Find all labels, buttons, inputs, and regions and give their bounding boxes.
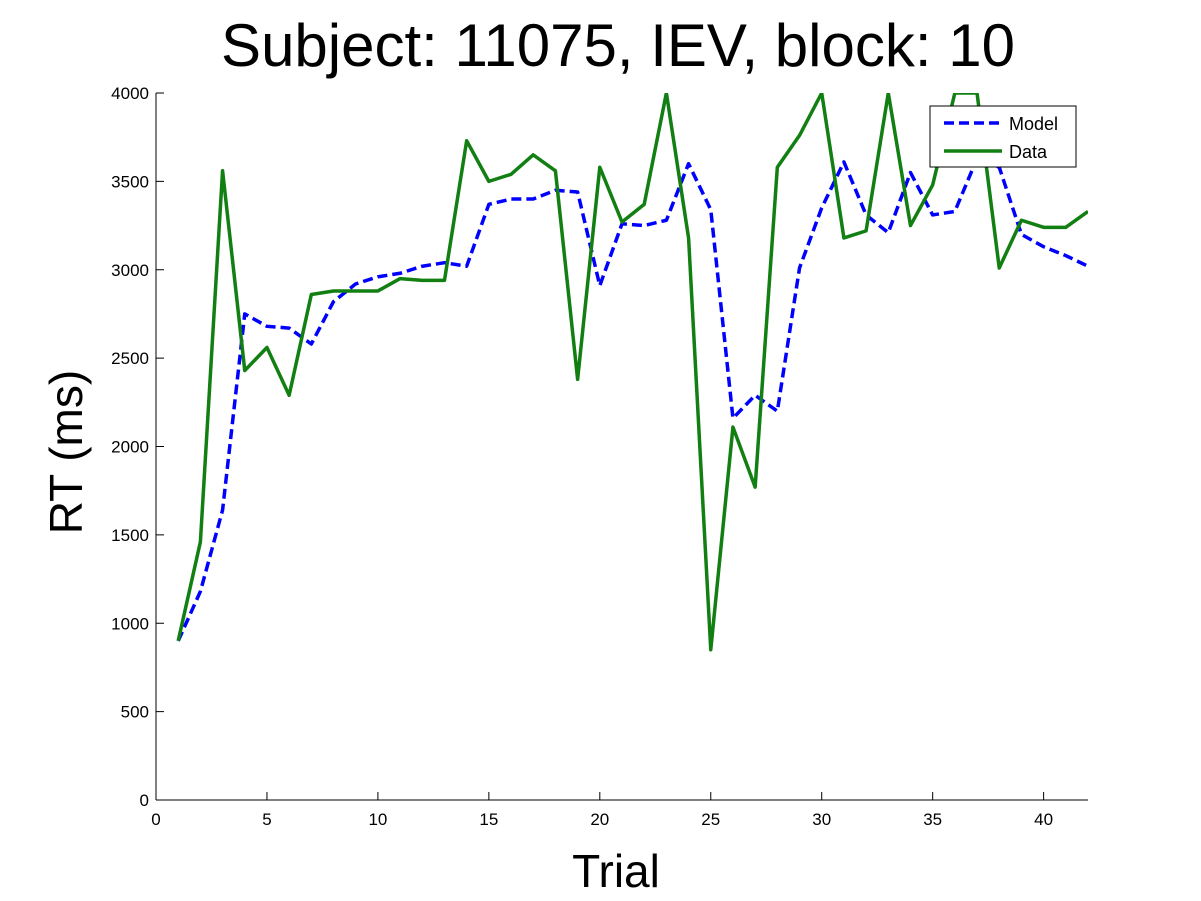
x-tick-label: 10 (368, 810, 387, 829)
x-tick-label: 0 (151, 810, 160, 829)
x-tick-label: 5 (262, 810, 271, 829)
y-tick-label: 3500 (111, 172, 149, 191)
series-layer (176, 93, 1088, 652)
x-ticks: 0 5 10 15 20 25 30 35 40 (151, 792, 1053, 829)
plot-area-frame (156, 93, 1088, 800)
legend-label-data: Data (1009, 142, 1048, 162)
y-ticks: 0 500 1000 1500 2000 2500 3000 3500 4000 (111, 84, 164, 810)
legend-box (929, 105, 1077, 168)
y-tick-label: 1000 (111, 614, 149, 633)
series-line-model (176, 156, 1088, 642)
chart-title: Subject: 11075, IEV, block: 10 (221, 12, 1015, 79)
x-tick-label: 40 (1034, 810, 1053, 829)
series-line-data (176, 93, 1088, 652)
y-tick-label: 3000 (111, 261, 149, 280)
y-tick-label: 4000 (111, 84, 149, 103)
x-tick-label: 20 (590, 810, 609, 829)
y-axis-label: RT (ms) (40, 370, 92, 534)
x-tick-label: 30 (812, 810, 831, 829)
y-tick-label: 2500 (111, 349, 149, 368)
x-tick-label: 15 (479, 810, 498, 829)
legend: Model Data (929, 105, 1077, 168)
y-tick-label: 2000 (111, 438, 149, 457)
y-tick-label: 0 (140, 791, 149, 810)
y-tick-label: 500 (121, 703, 149, 722)
legend-label-model: Model (1009, 114, 1058, 134)
y-tick-label: 1500 (111, 526, 149, 545)
x-tick-label: 35 (923, 810, 942, 829)
x-tick-label: 25 (701, 810, 720, 829)
x-axis-label: Trial (572, 845, 660, 897)
